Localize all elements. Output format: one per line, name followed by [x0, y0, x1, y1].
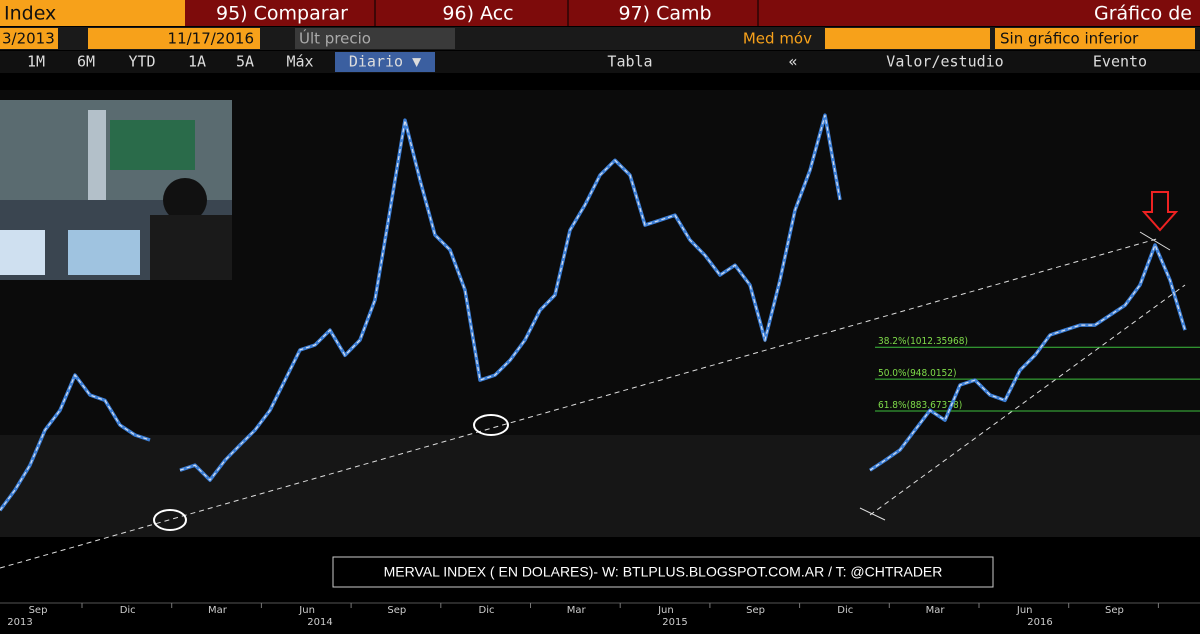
lower-field[interactable]	[995, 28, 1195, 49]
toolbar-button[interactable]: 1A	[188, 53, 206, 71]
red-arrow	[1141, 191, 1179, 232]
toolbar-button[interactable]: Máx	[286, 53, 313, 71]
toolbar-row3	[0, 51, 1200, 73]
x-year-label: 2015	[662, 617, 687, 628]
toolbar-label[interactable]: 11/17/2016	[168, 30, 254, 48]
toolbar-button[interactable]: 5A	[236, 53, 254, 71]
toolbar-label[interactable]: 97) Camb	[618, 3, 711, 25]
x-tick-label: Jun	[657, 605, 674, 616]
toolbar-button[interactable]: Evento	[1093, 53, 1147, 71]
trend-line	[0, 237, 1161, 569]
price-line-highlight	[869, 243, 1186, 471]
pivot-mark	[1139, 231, 1171, 251]
toolbar-button[interactable]: Valor/estudio	[886, 53, 1003, 71]
price-line-highlight	[0, 373, 151, 511]
x-year-label: 2013	[7, 617, 32, 628]
plot-lower	[0, 435, 1200, 537]
x-tick-label: Dic	[479, 605, 495, 616]
x-year-label: 2016	[1027, 617, 1052, 628]
ma-field[interactable]	[825, 28, 990, 49]
toolbar-row1	[0, 0, 1200, 26]
index-cell	[0, 0, 185, 26]
x-tick-label: Mar	[208, 605, 228, 616]
toolbar-label[interactable]: 3/2013	[2, 30, 55, 48]
circle-marker	[473, 414, 509, 436]
toolbar-label[interactable]: Gráfico de	[1094, 3, 1192, 25]
toolbar-button[interactable]: Tabla	[607, 53, 652, 71]
toolbar-button[interactable]: 6M	[77, 53, 95, 71]
fib-label: 61.8%(883.67378)	[878, 400, 962, 411]
x-tick-label: Sep	[1105, 605, 1124, 616]
daily-button[interactable]	[335, 52, 435, 72]
x-tick-label: Sep	[746, 605, 765, 616]
x-axis-band	[0, 603, 1200, 630]
circle-marker	[153, 509, 187, 531]
x-tick-label: Sep	[387, 605, 406, 616]
toolbar-label[interactable]: Index	[4, 3, 56, 25]
toolbar-label[interactable]: Últ precio	[299, 29, 371, 48]
toolbar-button[interactable]: Diario ▼	[349, 53, 421, 71]
x-tick-label: Mar	[926, 605, 946, 616]
x-tick-label: Dic	[837, 605, 853, 616]
price-line-highlight	[179, 115, 841, 482]
toolbar-label[interactable]: Sin gráfico inferior	[1000, 30, 1139, 48]
x-tick-label: Jun	[1016, 605, 1033, 616]
photo-inset	[0, 100, 232, 280]
price-field[interactable]	[295, 28, 455, 49]
toolbar-button[interactable]: 1M	[27, 53, 45, 71]
toolbar-button[interactable]: YTD	[128, 53, 155, 71]
toolbar-label[interactable]: -	[97, 30, 102, 48]
x-year-label: 2014	[307, 617, 332, 628]
fib-label: 50.0%(948.0152)	[878, 368, 957, 379]
caption-box	[332, 556, 994, 588]
toolbar-label[interactable]: 95) Comparar	[216, 3, 348, 25]
toolbar-button[interactable]: «	[788, 53, 797, 71]
x-tick-label: Jun	[298, 605, 315, 616]
x-tick-label: Dic	[120, 605, 136, 616]
x-tick-label: Mar	[567, 605, 587, 616]
trend-line	[869, 284, 1186, 516]
toolbar-label[interactable]: Med móv	[743, 30, 812, 48]
caption: MERVAL INDEX ( EN DOLARES)- W: BTLPLUS.B…	[384, 564, 943, 580]
x-tick-label: Sep	[29, 605, 48, 616]
pivot-mark	[859, 507, 886, 521]
toolbar-label[interactable]: 96) Acc	[442, 3, 513, 25]
fib-label: 38.2%(1012.35968)	[878, 336, 968, 347]
date-field[interactable]	[0, 28, 58, 49]
date-field[interactable]	[88, 28, 260, 49]
